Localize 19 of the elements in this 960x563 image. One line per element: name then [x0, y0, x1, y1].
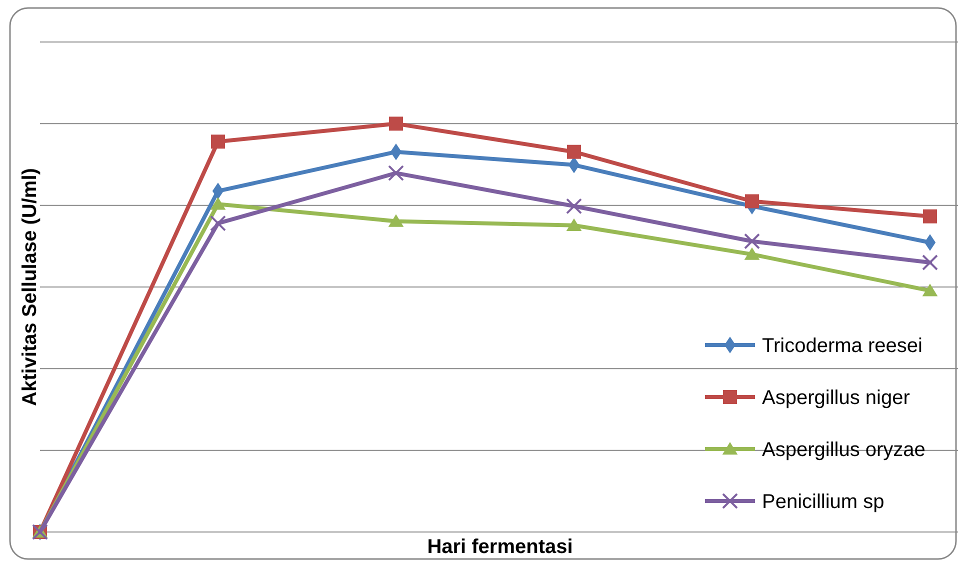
legend-label: Tricoderma reesei — [762, 335, 922, 357]
point — [210, 197, 226, 210]
point — [744, 247, 760, 260]
point — [924, 234, 936, 251]
legend-label: Penicillium sp — [762, 491, 884, 513]
point — [922, 284, 938, 296]
point — [745, 194, 759, 208]
point — [568, 156, 580, 174]
point — [566, 218, 582, 231]
legend-label: Aspergillus niger — [762, 387, 910, 409]
legend-label: Aspergillus oryzae — [762, 439, 926, 461]
point — [388, 214, 404, 227]
point — [389, 116, 403, 131]
x-axis-title: Hari fermentasi — [427, 536, 573, 558]
point — [567, 144, 581, 159]
point — [212, 182, 224, 200]
point — [211, 134, 225, 149]
y-axis-title: Aktivitas Sellulase (U/ml) — [19, 168, 41, 406]
point — [923, 209, 937, 224]
